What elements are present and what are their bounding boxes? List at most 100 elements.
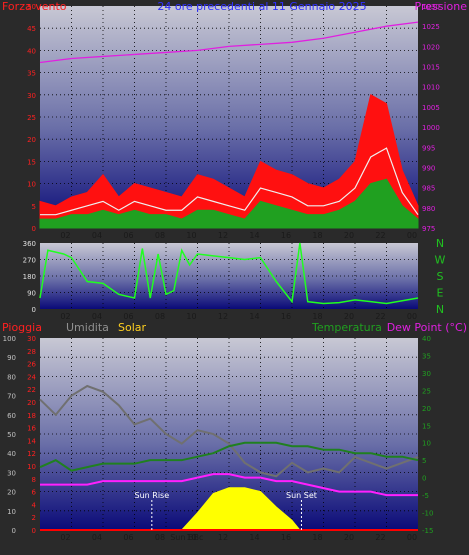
x-tick-label: 00 <box>407 533 417 542</box>
x-tick-label: 10 <box>186 312 196 321</box>
series-pressione <box>39 21 419 64</box>
y-tick-label: 10 <box>27 463 36 471</box>
y-tick-label: 10 <box>422 440 431 448</box>
series-solar-area <box>180 487 301 531</box>
y-tick-label: 15 <box>422 422 431 430</box>
x-tick-label: 18 <box>312 231 322 240</box>
y-tick-label: 10 <box>7 508 16 516</box>
y-tick-label: 18 <box>27 412 36 420</box>
y-tick-label: 20 <box>27 399 36 407</box>
y-tick-label: 4 <box>32 501 37 509</box>
y-tick-label: -15 <box>422 527 433 535</box>
y-tick-label: 180 <box>23 273 36 281</box>
panel1-x-axis: 02 04 06 08 10 12 14 16 18 20 22 00 <box>60 231 417 240</box>
y-tick-label: 70 <box>7 393 16 401</box>
series-raffica-area <box>39 94 419 229</box>
y-tick-label: 14 <box>27 437 36 445</box>
panel3-left-label-rain: Pioggia <box>2 321 42 334</box>
panel3-annotations: Sun Rise Sun Set <box>135 491 317 530</box>
y-tick-label: 22 <box>27 386 36 394</box>
panel3-left-outer-axis: 0 10 20 30 40 50 60 70 80 90 100 <box>3 335 16 535</box>
x-tick-label: 12 <box>218 231 228 240</box>
y-tick-label: 0 <box>12 527 16 535</box>
x-tick-label: 08 <box>155 312 165 321</box>
y-tick-label: 30 <box>27 335 36 343</box>
y-tick-label: 990 <box>422 164 435 172</box>
y-tick-label: 0 <box>32 306 36 314</box>
y-tick-label: 5 <box>32 203 36 211</box>
panel3-series <box>39 384 419 531</box>
panel3-left-label-humidity: Umidita <box>66 321 109 334</box>
y-tick-label: 995 <box>422 144 435 152</box>
x-tick-label: 06 <box>123 312 133 321</box>
y-tick-label: 1020 <box>422 43 440 51</box>
y-tick-label: 985 <box>422 185 435 193</box>
y-tick-label: 1030 <box>422 3 440 11</box>
x-tick-label: 20 <box>344 312 354 321</box>
panel2-series <box>39 242 419 305</box>
series-temperatura <box>39 441 419 472</box>
x-tick-label: 20 <box>344 533 354 542</box>
series-vento-medio <box>40 147 419 216</box>
y-tick-label: 360 <box>23 240 36 248</box>
y-tick-label: 60 <box>7 412 16 420</box>
x-tick-label: 06 <box>123 533 133 542</box>
x-tick-label: 22 <box>375 231 385 240</box>
y-tick-label: 15 <box>27 158 36 166</box>
y-tick-label: 8 <box>32 476 36 484</box>
panel3-left-label-solar: Solar <box>118 321 147 334</box>
y-tick-label: 980 <box>422 205 435 213</box>
x-tick-label: 02 <box>60 312 70 321</box>
x-tick-label: 12 <box>218 312 228 321</box>
x-tick-label: 04 <box>92 312 102 321</box>
y-tick-label: 20 <box>7 489 16 497</box>
y-tick-label: 0 <box>32 225 36 233</box>
x-tick-label: 18 <box>312 533 322 542</box>
y-tick-label: 80 <box>7 373 16 381</box>
x-tick-label: 16 <box>281 312 291 321</box>
y-tick-label: 6 <box>32 489 37 497</box>
y-tick-label: -10 <box>422 510 433 518</box>
y-tick-label: 40 <box>27 47 36 55</box>
x-tick-label: 14 <box>249 231 259 240</box>
x-tick-label: Sun BBc <box>170 533 203 542</box>
x-tick-label: 08 <box>155 231 165 240</box>
x-tick-label: 20 <box>344 231 354 240</box>
y-tick-label: 1015 <box>422 64 440 72</box>
y-tick-label: 10 <box>27 181 36 189</box>
x-tick-label: 18 <box>312 312 322 321</box>
x-tick-label: 02 <box>60 533 70 542</box>
x-tick-label: 14 <box>249 312 259 321</box>
y-tick-label: 30 <box>27 92 36 100</box>
y-tick-label: 90 <box>7 354 16 362</box>
y-tick-label: 20 <box>422 405 431 413</box>
y-tick-label: 35 <box>422 352 431 360</box>
x-tick-label: 04 <box>92 231 102 240</box>
x-tick-label: 10 <box>186 533 196 542</box>
panel2-left-axis: 0 90 180 270 360 <box>23 240 36 314</box>
series-dew-point <box>40 473 418 497</box>
sunset-label: Sun Set <box>286 491 317 500</box>
panel1-right-axis: 975 980 985 990 995 1000 1005 1010 1015 1020 1025 1… <box>422 3 440 233</box>
x-tick-label: 14 <box>249 533 259 542</box>
direction-letter: W <box>435 254 446 267</box>
y-tick-label: 28 <box>27 348 36 356</box>
y-tick-label: 100 <box>3 335 16 343</box>
panel3-right-axis: -15 -10 -5 0 5 10 15 20 25 30 35 40 <box>422 335 433 535</box>
y-tick-label: 12 <box>27 450 36 458</box>
y-tick-label: 90 <box>27 290 36 298</box>
y-tick-label: 45 <box>27 25 36 33</box>
y-tick-label: 50 <box>7 431 16 439</box>
y-tick-label: -5 <box>422 492 429 500</box>
panel2-grid <box>40 243 418 309</box>
y-tick-label: 1005 <box>422 104 440 112</box>
y-tick-label: 5 <box>422 457 426 465</box>
y-tick-label: 1025 <box>422 23 440 31</box>
x-tick-label: 16 <box>281 231 291 240</box>
y-tick-label: 40 <box>7 450 16 458</box>
x-tick-label: 22 <box>375 312 385 321</box>
y-tick-label: 25 <box>27 114 36 122</box>
y-tick-label: 40 <box>422 335 431 343</box>
panel1-right-label: Pressione <box>415 0 468 13</box>
